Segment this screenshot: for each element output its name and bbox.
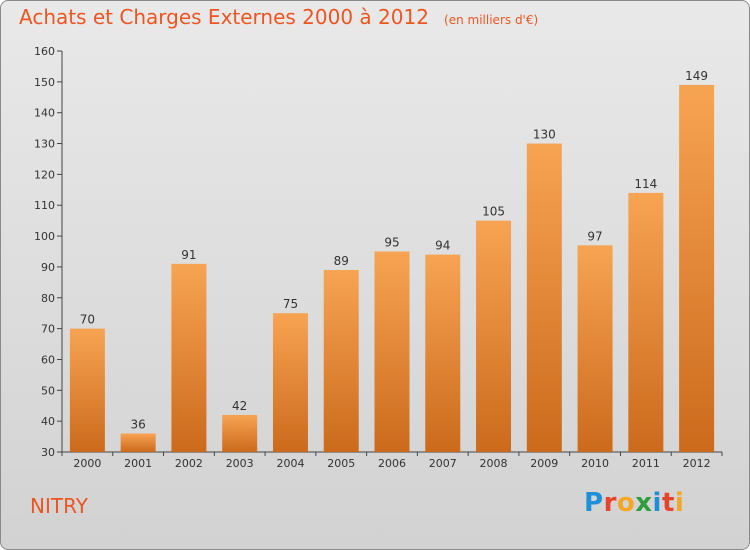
x-tick-label-2011: 2011 (632, 457, 660, 470)
y-tick-label: 40 (41, 415, 55, 428)
y-tick-label: 100 (34, 230, 55, 243)
y-tick-label: 150 (34, 76, 55, 89)
bar-2003 (222, 414, 258, 452)
x-tick-label-2004: 2004 (276, 457, 304, 470)
data-label-2009: 130 (533, 128, 556, 142)
x-tick-label-2003: 2003 (226, 457, 254, 470)
bar-2004 (272, 313, 308, 452)
title-row: Achats et Charges Externes 2000 à 2012 (… (19, 5, 538, 29)
x-tick-label-2010: 2010 (581, 457, 609, 470)
bar-2000 (69, 328, 105, 452)
proxiti-logo: Proxiti (584, 488, 684, 518)
bar-2006 (374, 251, 410, 452)
y-tick-label: 140 (34, 107, 55, 120)
bar-2008 (476, 220, 512, 452)
logo-letter: t (661, 488, 675, 518)
x-tick-label-2006: 2006 (378, 457, 406, 470)
x-tick-label-2000: 2000 (73, 457, 101, 470)
x-tick-label-2009: 2009 (530, 457, 558, 470)
data-label-2005: 89 (334, 254, 349, 268)
data-label-2002: 91 (181, 248, 196, 262)
data-label-2000: 70 (80, 313, 95, 327)
logo-letter: i (652, 488, 662, 518)
y-tick-label: 50 (41, 384, 55, 397)
logo-letter: i (674, 488, 685, 518)
logo-letter: x (635, 488, 653, 518)
x-tick-label-2008: 2008 (480, 457, 508, 470)
data-label-2011: 114 (634, 177, 657, 191)
y-tick-label: 90 (41, 261, 55, 274)
y-tick-label: 130 (34, 138, 55, 151)
bar-2009 (526, 143, 562, 453)
y-tick-label: 120 (34, 168, 55, 181)
logo-letter: r (603, 488, 617, 518)
data-label-2004: 75 (283, 297, 298, 311)
data-label-2003: 42 (232, 399, 247, 413)
bar-2010 (577, 245, 613, 452)
bar-2005 (323, 270, 359, 452)
place-name: NITRY (30, 494, 88, 518)
bar-2011 (628, 192, 664, 452)
x-tick-label-2005: 2005 (327, 457, 355, 470)
data-label-2006: 95 (384, 236, 399, 250)
data-label-2007: 94 (435, 239, 450, 253)
bar-2012 (679, 84, 715, 452)
chart-title: Achats et Charges Externes 2000 à 2012 (19, 5, 429, 29)
y-tick-label: 30 (41, 446, 55, 459)
bar-2001 (120, 433, 156, 452)
bar-2007 (425, 254, 461, 452)
data-label-2008: 105 (482, 205, 505, 219)
data-label-2001: 36 (131, 417, 146, 431)
y-tick-label: 80 (41, 292, 55, 305)
x-tick-label-2012: 2012 (683, 457, 711, 470)
y-tick-label: 70 (41, 323, 55, 336)
x-tick-label-2002: 2002 (175, 457, 203, 470)
y-tick-label: 160 (34, 45, 55, 58)
logo-letter: P (584, 488, 604, 518)
logo-letter: o (616, 488, 636, 518)
chart-unit: (en milliers d'€) (444, 13, 539, 27)
x-tick-label-2007: 2007 (429, 457, 457, 470)
bar-2002 (171, 263, 207, 452)
y-tick-label: 60 (41, 353, 55, 366)
x-tick-label-2001: 2001 (124, 457, 152, 470)
y-tick-label: 110 (34, 199, 55, 212)
data-label-2012: 149 (685, 69, 708, 83)
data-label-2010: 97 (587, 229, 602, 243)
